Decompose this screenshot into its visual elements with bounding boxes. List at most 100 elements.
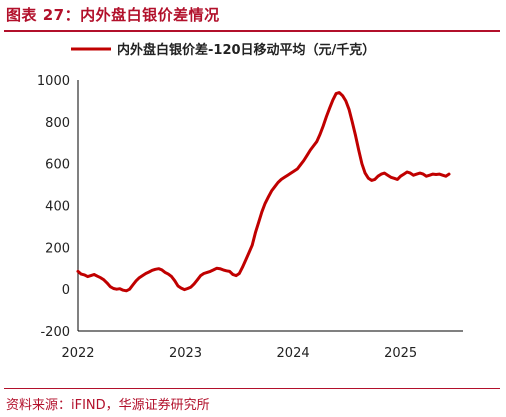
data-point [270, 189, 273, 193]
data-point [263, 202, 267, 205]
data-point [163, 271, 167, 274]
data-point [331, 98, 335, 102]
data-point [131, 283, 134, 287]
x-tick-label: 2025 [384, 346, 417, 361]
data-point [260, 210, 264, 213]
data-point [254, 231, 257, 234]
data-point [141, 274, 144, 277]
data-point [196, 278, 199, 281]
data-point [112, 287, 115, 290]
data-point [418, 171, 422, 175]
data-point [428, 174, 431, 177]
data-point [393, 177, 396, 180]
data-point [144, 272, 147, 275]
data-point [273, 185, 276, 188]
x-tick-label: 2023 [169, 346, 202, 361]
data-point [425, 175, 428, 178]
data-point [438, 172, 441, 176]
data-point [251, 244, 254, 247]
y-tick-labels: -200 0 200 400 600 800 1000 [37, 74, 70, 340]
data-point [118, 287, 122, 290]
data-point [399, 175, 402, 178]
y-tick-label: 800 [45, 116, 70, 131]
data-point [215, 267, 218, 270]
data-point [96, 275, 99, 278]
data-point [205, 271, 209, 274]
data-point [415, 172, 418, 176]
data-point [302, 159, 305, 162]
data-point [134, 279, 138, 282]
data-point [422, 172, 425, 176]
data-point [328, 107, 331, 110]
data-point [431, 172, 435, 176]
data-point [376, 175, 380, 178]
data-point [212, 268, 215, 272]
y-tick-label: 600 [45, 158, 70, 173]
data-point [176, 284, 180, 288]
data-point [357, 148, 360, 152]
data-point [309, 148, 312, 152]
source-note: 资料来源：iFIND，华源证券研究所 [6, 398, 210, 413]
data-point [122, 289, 125, 292]
data-point [386, 174, 389, 177]
data-point [180, 286, 183, 290]
data-point [389, 176, 393, 179]
data-point [244, 258, 247, 262]
data-point [189, 285, 193, 289]
data-point [186, 287, 189, 290]
x-tick-label: 2022 [61, 346, 94, 361]
data-point [147, 270, 151, 274]
title-divider [4, 30, 500, 32]
data-point [247, 251, 251, 254]
y-tick-label: 200 [45, 241, 70, 256]
data-points [76, 91, 451, 292]
data-point [89, 274, 93, 277]
data-point [128, 288, 131, 291]
data-point [383, 171, 386, 175]
data-point [299, 163, 302, 166]
data-point [344, 99, 347, 103]
data-point [154, 268, 157, 271]
data-point [325, 115, 328, 118]
data-point [86, 275, 89, 278]
data-point [322, 124, 325, 128]
data-point [192, 282, 196, 286]
data-point [402, 172, 406, 176]
data-point [231, 273, 235, 276]
figure-title: 图表 27：内外盘白银价差情况 [6, 6, 220, 24]
data-point [315, 140, 318, 143]
x-tick-labels: 2022 2023 2024 2025 [61, 346, 417, 361]
data-point [138, 276, 141, 279]
data-point [109, 285, 112, 288]
data-point [441, 174, 444, 177]
series-line [76, 91, 451, 293]
data-point [434, 173, 438, 176]
y-tick-label: 400 [45, 200, 70, 215]
x-tick-label: 2024 [277, 346, 310, 361]
data-point [283, 176, 286, 179]
data-point [305, 154, 309, 157]
data-point [238, 272, 241, 275]
data-point [218, 267, 222, 270]
footer-divider [4, 388, 500, 389]
data-point [370, 179, 373, 182]
data-point [80, 272, 83, 276]
data-point [341, 94, 344, 97]
data-point [228, 270, 231, 273]
data-point [76, 270, 80, 273]
y-tick-label: 1000 [37, 74, 70, 89]
data-point [396, 178, 399, 181]
data-point [105, 281, 109, 285]
data-point [102, 278, 106, 281]
data-point [286, 174, 289, 177]
data-point [412, 174, 415, 177]
data-point [444, 175, 447, 178]
data-point [354, 134, 357, 137]
data-point [167, 272, 170, 276]
data-point [199, 274, 202, 277]
data-point [293, 169, 296, 173]
data-point [405, 170, 409, 174]
data-point [447, 172, 451, 176]
data-point [222, 268, 225, 272]
